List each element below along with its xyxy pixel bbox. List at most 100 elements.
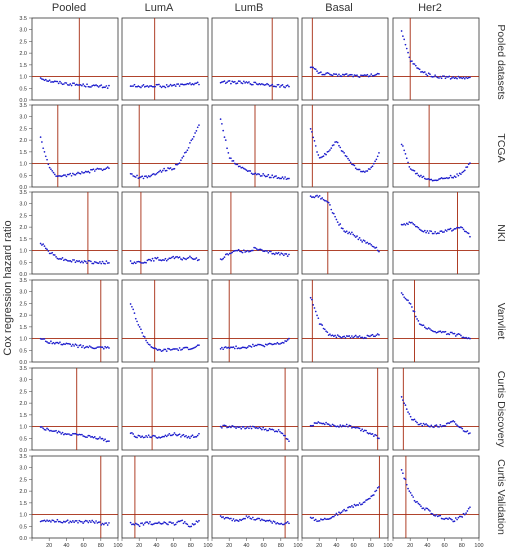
data-point-curtis-validation-luma-47 <box>190 525 193 528</box>
data-point-vanvliet-luma-13 <box>146 341 149 344</box>
data-point-curtis-discovery-her2-22 <box>429 425 431 428</box>
data-point-vanvliet-luma-6 <box>137 324 140 326</box>
data-point-pooled-datasets-her2-31 <box>440 77 443 80</box>
data-point-pooled-datasets-pooled-16 <box>60 82 63 84</box>
data-point-tcga-lumb-42 <box>273 175 276 178</box>
data-point-pooled-datasets-her2-25 <box>433 75 435 78</box>
data-point-pooled-datasets-luma-50 <box>194 82 196 85</box>
data-point-nki-luma-31 <box>169 257 172 260</box>
data-point-curtis-discovery-her2-2 <box>403 402 406 405</box>
data-point-vanvliet-pooled-5 <box>46 341 48 343</box>
data-point-curtis-validation-lumb-4 <box>224 516 227 519</box>
data-point-curtis-discovery-her2-6 <box>408 413 411 415</box>
data-point-tcga-pooled-31 <box>79 172 82 175</box>
data-point-nki-luma-43 <box>185 258 187 261</box>
data-point-curtis-validation-her2-6 <box>408 490 411 492</box>
data-point-curtis-validation-lumb-40 <box>271 522 274 524</box>
data-point-tcga-her2-9 <box>412 169 415 172</box>
data-point-curtis-discovery-pooled-13 <box>56 431 59 434</box>
data-point-vanvliet-lumb-1 <box>221 346 223 349</box>
data-point-curtis-validation-lumb-35 <box>264 520 267 523</box>
data-point-tcga-her2-21 <box>427 177 430 180</box>
data-point-nki-lumb-36 <box>266 250 268 252</box>
data-point-pooled-datasets-luma-33 <box>172 84 175 87</box>
data-point-vanvliet-lumb-5 <box>226 347 228 349</box>
data-point-nki-lumb-11 <box>233 250 236 252</box>
data-point-curtis-discovery-lumb-45 <box>277 429 280 431</box>
data-point-tcga-pooled-1 <box>41 141 43 143</box>
data-point-curtis-discovery-her2-16 <box>421 424 424 427</box>
data-point-curtis-validation-lumb-15 <box>239 518 241 521</box>
x-tick-label-curtis-validation-pooled-2: 60 <box>81 543 87 549</box>
data-point-curtis-validation-her2-0 <box>400 469 403 471</box>
data-point-tcga-basal-49 <box>372 162 375 165</box>
data-point-pooled-datasets-basal-26 <box>343 74 345 76</box>
data-point-curtis-validation-basal-15 <box>329 517 331 520</box>
data-point-curtis-validation-lumb-44 <box>276 521 279 524</box>
data-point-nki-lumb-40 <box>271 252 274 255</box>
data-point-nki-pooled-40 <box>91 262 94 265</box>
data-point-curtis-discovery-lumb-51 <box>285 437 288 440</box>
data-point-pooled-datasets-luma-3 <box>133 83 136 86</box>
y-axis-label: Cox regression hazard ratio <box>2 220 14 356</box>
panel-frame-nki-basal <box>301 191 389 275</box>
data-point-nki-lumb-2 <box>222 257 225 260</box>
data-point-curtis-validation-her2-37 <box>448 517 451 519</box>
data-point-nki-pooled-14 <box>57 258 60 260</box>
data-point-pooled-datasets-lumb-14 <box>237 80 240 82</box>
y-tick-label-vanvliet-pooled-6: 3.0 <box>19 290 27 296</box>
data-point-nki-pooled-25 <box>72 259 74 261</box>
data-point-nki-lumb-8 <box>230 252 232 255</box>
data-point-nki-basal-43 <box>365 242 367 244</box>
data-point-vanvliet-her2-15 <box>420 323 422 326</box>
data-point-curtis-validation-lumb-11 <box>233 520 236 522</box>
data-point-pooled-datasets-luma-20 <box>155 83 158 86</box>
data-point-nki-lumb-42 <box>273 253 276 256</box>
data-point-vanvliet-basal-4 <box>314 310 317 313</box>
data-point-curtis-discovery-lumb-38 <box>268 427 271 430</box>
data-point-pooled-datasets-her2-53 <box>469 76 471 79</box>
data-point-vanvliet-her2-21 <box>427 327 430 329</box>
data-point-vanvliet-lumb-34 <box>263 345 266 348</box>
data-point-curtis-discovery-basal-50 <box>374 433 376 436</box>
data-point-nki-her2-28 <box>436 232 439 234</box>
data-point-nki-basal-48 <box>371 245 374 248</box>
data-point-nki-luma-33 <box>172 255 175 258</box>
data-point-pooled-datasets-pooled-1 <box>41 78 43 80</box>
data-point-pooled-datasets-basal-47 <box>370 73 373 75</box>
data-point-vanvliet-lumb-4 <box>224 346 227 348</box>
data-point-nki-pooled-29 <box>77 260 79 263</box>
y-tick-label-curtis-validation-pooled-7: 3.5 <box>19 454 27 460</box>
y-tick-label-tcga-pooled-0: 0.0 <box>19 185 27 191</box>
data-point-nki-basal-37 <box>357 238 360 241</box>
data-point-tcga-pooled-30 <box>78 172 81 175</box>
data-point-curtis-validation-luma-10 <box>142 523 145 526</box>
data-point-nki-luma-28 <box>165 259 168 262</box>
data-point-nki-basal-30 <box>348 231 351 234</box>
data-point-tcga-lumb-19 <box>244 168 246 171</box>
data-point-nki-basal-29 <box>347 232 349 235</box>
data-point-vanvliet-lumb-49 <box>282 342 285 344</box>
data-point-vanvliet-luma-10 <box>142 335 145 338</box>
data-point-curtis-validation-basal-6 <box>317 520 320 522</box>
data-point-pooled-datasets-basal-10 <box>322 73 325 76</box>
data-point-curtis-validation-basal-39 <box>360 503 362 506</box>
data-point-nki-her2-26 <box>434 231 436 233</box>
data-point-tcga-her2-5 <box>407 161 409 164</box>
data-point-tcga-basal-40 <box>361 170 364 173</box>
data-point-curtis-discovery-pooled-12 <box>55 429 57 432</box>
data-point-curtis-discovery-her2-47 <box>461 427 464 430</box>
data-point-tcga-pooled-17 <box>61 175 64 177</box>
data-point-vanvliet-lumb-41 <box>272 343 275 346</box>
data-point-curtis-discovery-lumb-22 <box>248 427 250 430</box>
data-point-curtis-discovery-basal-32 <box>351 426 353 429</box>
data-point-vanvliet-her2-51 <box>466 337 469 340</box>
data-point-curtis-discovery-her2-1 <box>402 399 404 401</box>
data-point-curtis-validation-her2-29 <box>438 514 440 517</box>
data-point-pooled-datasets-pooled-4 <box>44 78 47 81</box>
data-point-curtis-discovery-basal-16 <box>330 425 333 428</box>
data-point-curtis-validation-lumb-26 <box>253 518 255 521</box>
data-point-pooled-datasets-luma-16 <box>150 85 153 87</box>
data-point-curtis-validation-basal-50 <box>374 490 376 493</box>
data-point-pooled-datasets-basal-12 <box>325 72 327 75</box>
